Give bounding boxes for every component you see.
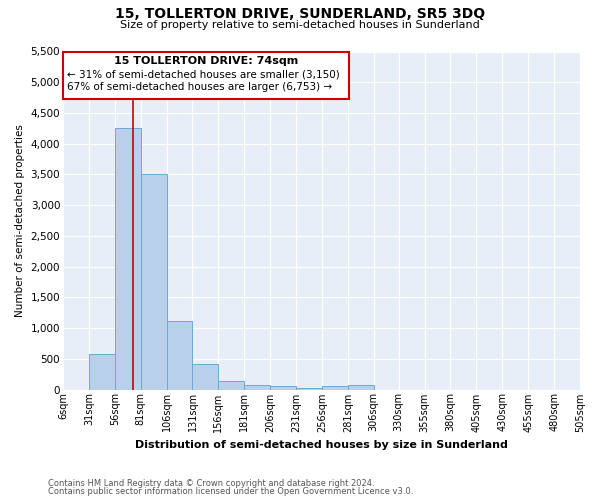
Text: 15, TOLLERTON DRIVE, SUNDERLAND, SR5 3DQ: 15, TOLLERTON DRIVE, SUNDERLAND, SR5 3DQ	[115, 8, 485, 22]
Bar	[270, 386, 296, 390]
Text: Size of property relative to semi-detached houses in Sunderland: Size of property relative to semi-detach…	[120, 20, 480, 30]
Text: Contains HM Land Registry data © Crown copyright and database right 2024.: Contains HM Land Registry data © Crown c…	[48, 478, 374, 488]
Bar	[322, 386, 348, 390]
Bar	[193, 364, 218, 390]
Text: ← 31% of semi-detached houses are smaller (3,150): ← 31% of semi-detached houses are smalle…	[67, 69, 340, 79]
Bar	[218, 380, 244, 390]
Bar	[167, 320, 193, 390]
Y-axis label: Number of semi-detached properties: Number of semi-detached properties	[15, 124, 25, 317]
Bar	[89, 354, 115, 390]
Text: 67% of semi-detached houses are larger (6,753) →: 67% of semi-detached houses are larger (…	[67, 82, 332, 92]
Text: 15 TOLLERTON DRIVE: 74sqm: 15 TOLLERTON DRIVE: 74sqm	[114, 56, 298, 66]
Bar	[140, 174, 167, 390]
Text: Contains public sector information licensed under the Open Government Licence v3: Contains public sector information licen…	[48, 487, 413, 496]
Bar	[348, 385, 374, 390]
Bar	[115, 128, 140, 390]
X-axis label: Distribution of semi-detached houses by size in Sunderland: Distribution of semi-detached houses by …	[135, 440, 508, 450]
FancyBboxPatch shape	[63, 52, 349, 100]
Bar	[296, 388, 322, 390]
Bar	[244, 385, 270, 390]
